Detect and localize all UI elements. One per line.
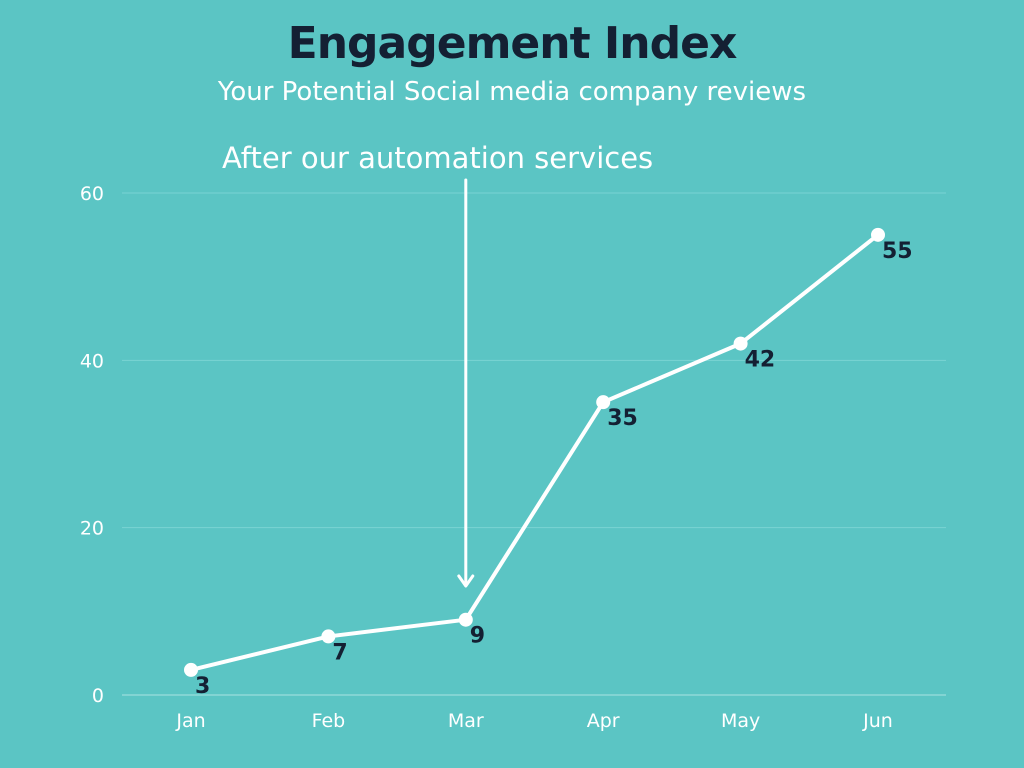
- data-label-mar: 9: [470, 624, 485, 649]
- series-line: [189, 232, 880, 672]
- y-tick-label-60: 60: [80, 183, 104, 205]
- data-point-jun: [871, 227, 885, 242]
- data-label-may: 42: [745, 348, 776, 373]
- data-label-apr: 35: [607, 406, 638, 431]
- data-point-may: [733, 336, 748, 351]
- data-label-jan: 3: [195, 674, 210, 699]
- y-axis: 0 20 40 60: [80, 183, 104, 707]
- x-tick-label-mar: Mar: [448, 710, 484, 732]
- x-tick-label-may: May: [721, 710, 760, 732]
- data-point-jan: [184, 662, 198, 677]
- chart-subtitle: Your Potential Social media company revi…: [217, 77, 807, 107]
- data-point-apr: [596, 395, 611, 410]
- chart-title: Engagement Index: [287, 18, 738, 69]
- grid-layer: [122, 192, 946, 696]
- series-layer: [184, 227, 885, 677]
- annotation-arrow: [457, 178, 475, 588]
- data-label-feb: 7: [332, 640, 347, 665]
- y-tick-label-0: 0: [92, 685, 104, 707]
- x-tick-label-jun: Jun: [862, 710, 893, 732]
- data-label-jun: 55: [882, 239, 913, 264]
- annotation-text: After our automation services: [222, 141, 654, 175]
- annotation-arrow-head: [457, 574, 475, 588]
- x-axis: Jan Feb Mar Apr May Jun: [175, 710, 892, 732]
- x-tick-label-feb: Feb: [312, 710, 346, 732]
- data-point-mar: [458, 612, 473, 627]
- x-tick-label-jan: Jan: [175, 710, 205, 732]
- y-tick-label-40: 40: [80, 350, 104, 372]
- data-point-feb: [321, 629, 336, 644]
- y-tick-label-20: 20: [80, 518, 104, 540]
- x-tick-label-apr: Apr: [587, 710, 620, 732]
- data-labels: 3 7 9 35 42 55: [195, 239, 913, 699]
